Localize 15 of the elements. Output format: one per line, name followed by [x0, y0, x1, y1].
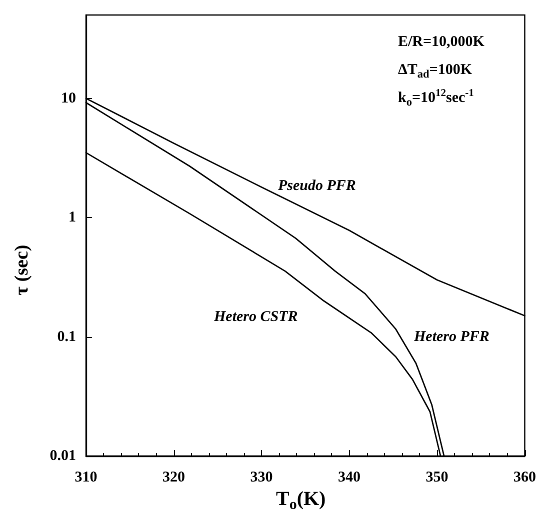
y-tick-label: 0.1	[57, 328, 76, 345]
x-tick-label: 310	[74, 470, 98, 486]
x-tick-label: 340	[338, 470, 360, 486]
y-tick-label: 0.01	[50, 448, 76, 464]
y-tick-label: 10	[61, 90, 76, 106]
y-tick-label: 1	[68, 210, 76, 226]
x-tick-label: 320	[162, 470, 185, 486]
series-label: Hetero PFR	[413, 329, 490, 345]
series-label: Pseudo PFR	[278, 178, 356, 194]
x-tick-label: 360	[514, 470, 536, 486]
y-axis-title: τ (sec)	[12, 244, 32, 296]
annotation: E/R=10,000K	[398, 34, 485, 50]
x-tick-label: 330	[250, 470, 273, 486]
series-label: Hetero CSTR	[213, 309, 298, 325]
x-tick-label: 350	[426, 470, 448, 486]
